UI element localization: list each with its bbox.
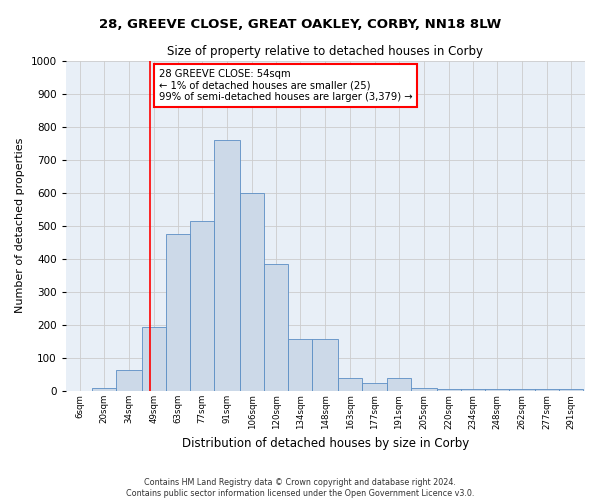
Bar: [411, 388, 437, 391]
Bar: [559, 390, 583, 391]
Y-axis label: Number of detached properties: Number of detached properties: [15, 138, 25, 314]
Bar: [264, 264, 288, 391]
Text: 28, GREEVE CLOSE, GREAT OAKLEY, CORBY, NN18 8LW: 28, GREEVE CLOSE, GREAT OAKLEY, CORBY, N…: [99, 18, 501, 30]
Bar: [461, 390, 485, 391]
Bar: [116, 370, 142, 391]
Bar: [313, 339, 338, 391]
Text: Contains HM Land Registry data © Crown copyright and database right 2024.
Contai: Contains HM Land Registry data © Crown c…: [126, 478, 474, 498]
Bar: [142, 326, 166, 391]
X-axis label: Distribution of detached houses by size in Corby: Distribution of detached houses by size …: [182, 437, 469, 450]
Bar: [437, 390, 461, 391]
Bar: [190, 221, 214, 391]
Bar: [485, 390, 509, 391]
Bar: [362, 383, 386, 391]
Bar: [386, 378, 411, 391]
Text: 28 GREEVE CLOSE: 54sqm
← 1% of detached houses are smaller (25)
99% of semi-deta: 28 GREEVE CLOSE: 54sqm ← 1% of detached …: [159, 69, 412, 102]
Bar: [509, 390, 535, 391]
Bar: [166, 234, 190, 391]
Title: Size of property relative to detached houses in Corby: Size of property relative to detached ho…: [167, 45, 484, 58]
Bar: [288, 339, 313, 391]
Bar: [214, 140, 240, 391]
Bar: [535, 390, 559, 391]
Bar: [338, 378, 362, 391]
Bar: [92, 388, 116, 391]
Bar: [240, 192, 264, 391]
